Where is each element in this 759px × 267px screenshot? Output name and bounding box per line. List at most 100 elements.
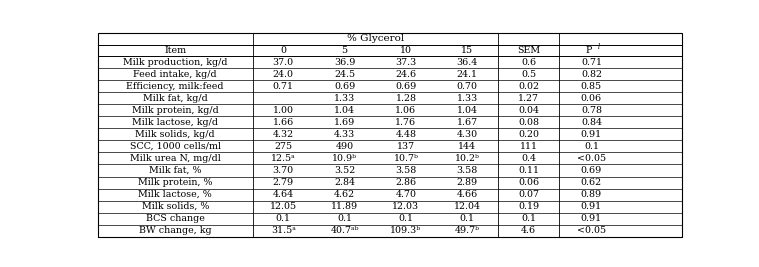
Text: Milk urea N, mg/dl: Milk urea N, mg/dl — [130, 154, 221, 163]
Text: 1.66: 1.66 — [272, 118, 294, 127]
Text: 1.33: 1.33 — [457, 94, 478, 103]
Text: 10: 10 — [400, 46, 412, 55]
Text: 0.04: 0.04 — [518, 106, 539, 115]
Text: 4.6: 4.6 — [521, 226, 536, 235]
Text: 37.3: 37.3 — [395, 58, 417, 67]
Text: Item: Item — [164, 46, 186, 55]
Text: 0.4: 0.4 — [521, 154, 536, 163]
Text: 0.20: 0.20 — [518, 130, 539, 139]
Text: % Glycerol: % Glycerol — [347, 34, 404, 43]
Text: 4.32: 4.32 — [272, 130, 294, 139]
Text: 0.89: 0.89 — [581, 190, 602, 199]
Text: 0.07: 0.07 — [518, 190, 539, 199]
Text: 24.5: 24.5 — [334, 70, 355, 79]
Text: 36.4: 36.4 — [457, 58, 478, 67]
Text: Milk lactose, %: Milk lactose, % — [138, 190, 212, 199]
Text: 12.05: 12.05 — [269, 202, 297, 211]
Text: 31.5ᵃ: 31.5ᵃ — [271, 226, 296, 235]
Text: 40.7ᵃᵇ: 40.7ᵃᵇ — [330, 226, 359, 235]
Text: 0.1: 0.1 — [398, 214, 414, 223]
Text: 0.02: 0.02 — [518, 82, 539, 91]
Text: 3.52: 3.52 — [334, 166, 355, 175]
Text: l: l — [597, 43, 600, 51]
Text: 0.91: 0.91 — [581, 130, 602, 139]
Text: 4.33: 4.33 — [334, 130, 355, 139]
Text: 0.69: 0.69 — [581, 166, 602, 175]
Text: 0.5: 0.5 — [521, 70, 536, 79]
Text: 10.2ᵇ: 10.2ᵇ — [455, 154, 480, 163]
Text: 0.84: 0.84 — [581, 118, 602, 127]
Text: 0.19: 0.19 — [518, 202, 539, 211]
Text: 0.08: 0.08 — [518, 118, 539, 127]
Text: 24.6: 24.6 — [395, 70, 417, 79]
Text: Milk protein, %: Milk protein, % — [138, 178, 213, 187]
Text: 0.69: 0.69 — [334, 82, 355, 91]
Text: 111: 111 — [520, 142, 537, 151]
Text: 0.06: 0.06 — [581, 94, 602, 103]
Text: 0.11: 0.11 — [518, 166, 539, 175]
Text: Milk fat, kg/d: Milk fat, kg/d — [143, 94, 207, 103]
Text: 0.06: 0.06 — [518, 178, 539, 187]
Text: 0.71: 0.71 — [272, 82, 294, 91]
Text: 4.70: 4.70 — [395, 190, 417, 199]
Text: 3.70: 3.70 — [272, 166, 294, 175]
Text: 0.71: 0.71 — [581, 58, 602, 67]
Text: 0.69: 0.69 — [395, 82, 417, 91]
Text: 5: 5 — [342, 46, 348, 55]
Text: 1.06: 1.06 — [395, 106, 417, 115]
Text: <0.05: <0.05 — [577, 226, 606, 235]
Text: SCC, 1000 cells/ml: SCC, 1000 cells/ml — [130, 142, 221, 151]
Text: 0.91: 0.91 — [581, 202, 602, 211]
Text: 4.66: 4.66 — [457, 190, 478, 199]
Text: 2.86: 2.86 — [395, 178, 417, 187]
Text: 49.7ᵇ: 49.7ᵇ — [455, 226, 480, 235]
Text: 12.5ᵃ: 12.5ᵃ — [271, 154, 296, 163]
Text: 10.9ᵇ: 10.9ᵇ — [332, 154, 357, 163]
Text: 36.9: 36.9 — [334, 58, 355, 67]
Text: 1.28: 1.28 — [395, 94, 417, 103]
Text: 0.62: 0.62 — [581, 178, 602, 187]
Text: 0.1: 0.1 — [584, 142, 599, 151]
Text: 37.0: 37.0 — [272, 58, 294, 67]
Text: 0.85: 0.85 — [581, 82, 602, 91]
Text: 1.76: 1.76 — [395, 118, 417, 127]
Text: 24.1: 24.1 — [457, 70, 477, 79]
Text: 12.04: 12.04 — [454, 202, 480, 211]
Text: Milk production, kg/d: Milk production, kg/d — [123, 58, 228, 67]
Text: 0.82: 0.82 — [581, 70, 602, 79]
Text: Milk solids, kg/d: Milk solids, kg/d — [135, 130, 215, 139]
Text: 4.30: 4.30 — [457, 130, 478, 139]
Text: Milk lactose, kg/d: Milk lactose, kg/d — [132, 118, 218, 127]
Text: 109.3ᵇ: 109.3ᵇ — [390, 226, 421, 235]
Text: Feed intake, kg/d: Feed intake, kg/d — [134, 70, 217, 79]
Text: 0.1: 0.1 — [276, 214, 291, 223]
Text: 0.78: 0.78 — [581, 106, 602, 115]
Text: 0.6: 0.6 — [521, 58, 536, 67]
Text: 0.1: 0.1 — [460, 214, 475, 223]
Text: BW change, kg: BW change, kg — [139, 226, 212, 235]
Text: 24.0: 24.0 — [272, 70, 294, 79]
Text: 1.00: 1.00 — [272, 106, 294, 115]
Text: 0.1: 0.1 — [521, 214, 536, 223]
Text: 490: 490 — [335, 142, 354, 151]
Text: 0.91: 0.91 — [581, 214, 602, 223]
Text: 4.48: 4.48 — [395, 130, 417, 139]
Text: 1.04: 1.04 — [457, 106, 477, 115]
Text: Milk protein, kg/d: Milk protein, kg/d — [132, 106, 219, 115]
Text: <0.05: <0.05 — [577, 154, 606, 163]
Text: 0: 0 — [280, 46, 286, 55]
Text: 15: 15 — [461, 46, 474, 55]
Text: 3.58: 3.58 — [395, 166, 417, 175]
Text: Milk solids, %: Milk solids, % — [141, 202, 209, 211]
Text: 1.67: 1.67 — [457, 118, 478, 127]
Text: SEM: SEM — [517, 46, 540, 55]
Text: 2.89: 2.89 — [457, 178, 478, 187]
Text: P: P — [586, 46, 592, 55]
Text: 10.7ᵇ: 10.7ᵇ — [393, 154, 418, 163]
Text: 0.1: 0.1 — [337, 214, 352, 223]
Text: 1.33: 1.33 — [334, 94, 355, 103]
Text: 2.84: 2.84 — [334, 178, 355, 187]
Text: 144: 144 — [458, 142, 476, 151]
Text: 12.03: 12.03 — [392, 202, 420, 211]
Text: 0.70: 0.70 — [457, 82, 477, 91]
